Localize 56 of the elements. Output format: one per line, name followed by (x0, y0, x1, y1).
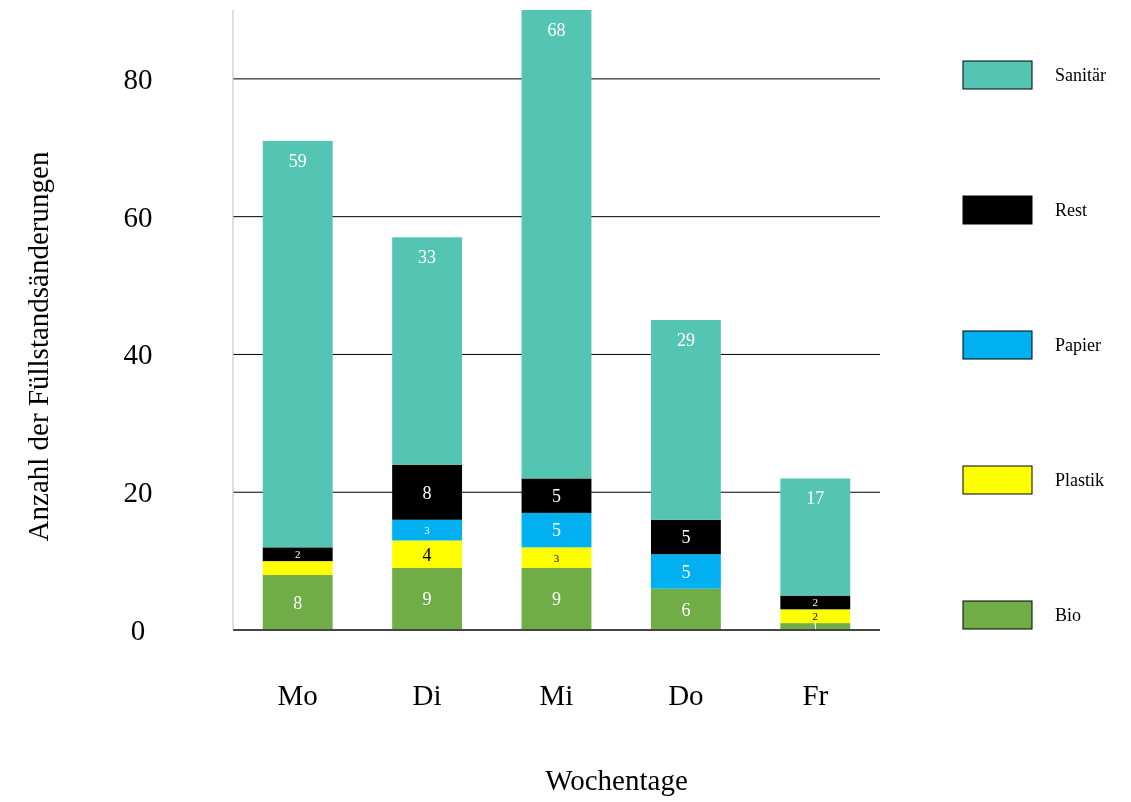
bar (262, 561, 333, 575)
bar (650, 588, 721, 630)
data-label: 33 (418, 247, 437, 268)
bar (262, 547, 333, 562)
legend-label: Plastik (1055, 470, 1105, 490)
bar (650, 554, 721, 589)
data-label: 2 (812, 596, 819, 609)
y-tick-label: 80 (123, 62, 153, 95)
bar (780, 609, 851, 624)
bar (521, 512, 592, 548)
data-label: 8 (422, 482, 432, 503)
bar (521, 10, 592, 479)
data-label: 29 (676, 330, 695, 350)
x-axis-title: Wochentage (545, 764, 688, 796)
data-label: 68 (547, 20, 566, 40)
data-label: 59 (288, 150, 307, 171)
x-tick-label: Mo (277, 679, 318, 711)
bar (650, 519, 721, 555)
legend-label: Rest (1055, 200, 1088, 220)
data-label: 5 (681, 527, 691, 548)
data-label: 9 (552, 589, 561, 610)
data-label: 3 (424, 523, 431, 536)
x-tick-label: Fr (802, 679, 829, 711)
bar (392, 540, 463, 568)
bar (392, 519, 463, 541)
bar (521, 547, 592, 568)
bar (262, 574, 333, 630)
data-label: 5 (681, 561, 691, 582)
x-tick-label: Di (412, 679, 442, 711)
legend-label: Papier (1055, 335, 1101, 355)
x-tick-label: Mi (539, 679, 574, 711)
y-axis-title: Anzahl der Füllstandsänderungen (22, 151, 54, 542)
x-tick-label: Do (668, 679, 704, 711)
legend-label: Bio (1055, 605, 1082, 625)
data-label: 6 (681, 599, 691, 620)
data-label: 3 (553, 551, 560, 564)
data-label: 8 (293, 592, 303, 613)
bar (262, 140, 333, 548)
bar (780, 478, 851, 596)
y-tick-label: 20 (123, 476, 153, 509)
data-label: 5 (552, 520, 561, 541)
data-label: 2 (294, 548, 301, 561)
bar (521, 568, 592, 630)
y-tick-label: 0 (130, 614, 146, 646)
y-tick-label: 40 (123, 338, 153, 371)
bar (392, 568, 463, 630)
data-label: 2 (812, 610, 819, 623)
bar (392, 237, 463, 465)
data-label: 4 (422, 544, 432, 565)
bar (780, 595, 851, 610)
data-label: 9 (422, 589, 432, 610)
legend-label: Sanitär (1055, 65, 1106, 85)
y-tick-label: 60 (123, 200, 153, 233)
bar (650, 320, 721, 520)
data-label: 17 (806, 488, 825, 509)
data-label: 5 (552, 485, 561, 506)
